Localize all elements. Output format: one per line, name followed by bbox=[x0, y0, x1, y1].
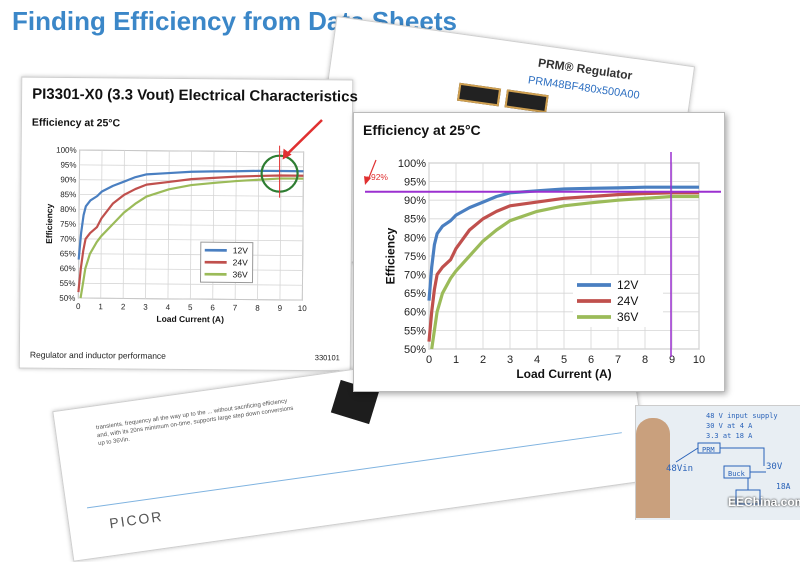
y-tick-label: 95% bbox=[60, 161, 76, 170]
module-image bbox=[505, 89, 549, 113]
chart-title: Efficiency at 25°C bbox=[363, 122, 481, 138]
x-tick-label: 2 bbox=[480, 354, 486, 366]
x-tick-label: 3 bbox=[507, 354, 513, 366]
datasheet-title: PI3301-X0 (3.3 Vout) Electrical Characte… bbox=[32, 86, 358, 106]
y-tick-label: 65% bbox=[60, 249, 76, 258]
x-tick-label: 8 bbox=[255, 304, 260, 313]
y-tick-label: 85% bbox=[404, 214, 426, 226]
y-tick-label: 60% bbox=[404, 307, 426, 319]
x-tick-label: 5 bbox=[561, 354, 567, 366]
y-tick-label: 75% bbox=[404, 251, 426, 263]
divider bbox=[87, 432, 622, 508]
large-efficiency-chart: Efficiency at 25°C 50% 55% 60% 65% 70% 75% 80% 8… bbox=[354, 113, 724, 391]
x-tick-label: 10 bbox=[693, 354, 705, 366]
datasheet-caption: Regulator and inductor performance bbox=[30, 350, 166, 361]
y-tick-label: 65% bbox=[404, 288, 426, 300]
y-tick-label: 80% bbox=[60, 205, 76, 214]
y-tick-label: 100% bbox=[56, 146, 77, 155]
y-tick-label: 85% bbox=[60, 190, 76, 199]
y-axis-label: Efficiency bbox=[383, 227, 397, 284]
datasheet-page: PI3301-X0 (3.3 Vout) Electrical Characte… bbox=[19, 77, 354, 372]
legend-label: 12V bbox=[617, 278, 638, 292]
x-tick-label: 4 bbox=[534, 354, 540, 366]
x-tick-label: 0 bbox=[76, 302, 81, 311]
y-tick-label: 80% bbox=[404, 232, 426, 244]
y-tick-label: 70% bbox=[60, 234, 76, 243]
picor-logo: PICOR bbox=[108, 508, 164, 531]
x-tick-label: 6 bbox=[588, 354, 594, 366]
x-tick-label: 2 bbox=[121, 302, 126, 311]
x-tick-label: 9 bbox=[669, 354, 675, 366]
legend-label: 24V bbox=[233, 257, 249, 267]
watermark: EEChina.com bbox=[728, 495, 800, 509]
datasheet-code: 330101 bbox=[315, 353, 340, 362]
y-tick-label: 55% bbox=[404, 325, 426, 337]
x-tick-label: 3 bbox=[143, 303, 148, 312]
legend-label: 36V bbox=[233, 269, 249, 279]
x-tick-label: 7 bbox=[233, 303, 238, 312]
x-tick-label: 5 bbox=[188, 303, 193, 312]
y-tick-label: 100% bbox=[398, 158, 426, 170]
x-tick-label: 7 bbox=[615, 354, 621, 366]
x-tick-label: 8 bbox=[642, 354, 648, 366]
y-tick-label: 70% bbox=[404, 269, 426, 281]
y-tick-label: 55% bbox=[59, 279, 75, 288]
x-tick-label: 6 bbox=[210, 303, 215, 312]
y-axis-label: Efficiency bbox=[44, 203, 54, 244]
legend-label: 36V bbox=[617, 310, 638, 324]
bottom-sheet-text: transients. frequency all the way up to … bbox=[96, 397, 297, 449]
y-tick-label: 75% bbox=[60, 220, 76, 229]
y-tick-label: 60% bbox=[60, 264, 76, 273]
x-axis-label: Load Current (A) bbox=[516, 367, 611, 381]
x-tick-label: 1 bbox=[98, 302, 103, 311]
y-tick-label: 50% bbox=[59, 294, 75, 303]
large-chart-panel: Efficiency at 25°C 50% 55% 60% 65% 70% 75% 80% 8… bbox=[353, 112, 725, 392]
y-tick-label: 95% bbox=[404, 176, 426, 188]
x-tick-label: 0 bbox=[426, 354, 432, 366]
y-tick-label: 50% bbox=[404, 344, 426, 356]
x-axis-label: Load Current (A) bbox=[156, 314, 224, 325]
legend-label: 12V bbox=[233, 245, 249, 255]
x-tick-label: 10 bbox=[298, 304, 308, 313]
legend-label: 24V bbox=[617, 294, 638, 308]
small-efficiency-chart: Efficiency at 25°C 50% 55% 60% 65% 70% 75% 80% 8… bbox=[26, 114, 328, 347]
x-tick-label: 9 bbox=[278, 304, 283, 313]
module-image bbox=[457, 83, 501, 107]
y-tick-label: 90% bbox=[404, 195, 426, 207]
x-tick-label: 1 bbox=[453, 354, 459, 366]
chart-title: Efficiency at 25°C bbox=[32, 117, 121, 130]
x-tick-label: 4 bbox=[166, 303, 171, 312]
y-tick-label: 90% bbox=[60, 175, 76, 184]
